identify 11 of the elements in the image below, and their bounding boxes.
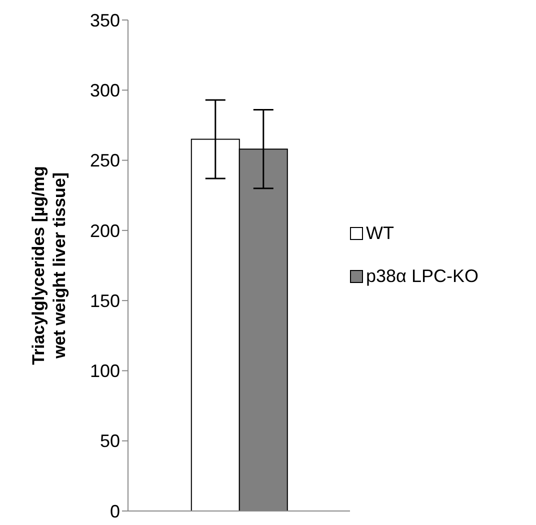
y-tick-label: 300	[90, 80, 120, 101]
y-axis-title: Triacylglycerides [µg/mg wet weight liver tissue]	[29, 166, 69, 365]
legend-label: p38α LPC-KO	[365, 266, 480, 286]
y-tick-label: 200	[90, 220, 120, 241]
y-tick-label: 0	[110, 501, 120, 522]
y-tick-label: 250	[90, 150, 120, 171]
y-tick-label: 100	[90, 361, 120, 382]
y-tick-label: 150	[90, 290, 120, 311]
y-tick-label: 350	[90, 10, 120, 30]
y-tick-label: 50	[100, 431, 120, 452]
legend-label: WT	[365, 222, 395, 244]
